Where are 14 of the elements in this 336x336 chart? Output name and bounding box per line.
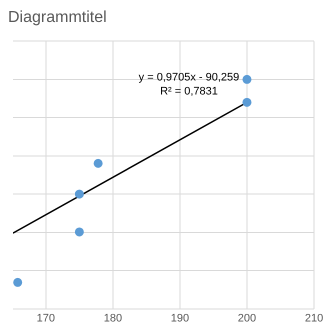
x-tick-label: 200 xyxy=(238,312,256,324)
x-tick-label: 210 xyxy=(304,312,324,324)
point xyxy=(94,158,103,168)
x-tick-label: 190 xyxy=(170,312,190,324)
point xyxy=(74,190,84,199)
point xyxy=(13,278,22,287)
point xyxy=(74,227,84,236)
point xyxy=(242,98,252,107)
annotation: R² = 0,7831 xyxy=(160,85,218,98)
annotation: y = 0,9705x - 90,259 xyxy=(138,71,240,84)
x-tick-label: 170 xyxy=(36,312,56,324)
chart-title: Diagrammtitel xyxy=(8,9,107,26)
point xyxy=(242,74,252,84)
x-tick-label: 180 xyxy=(104,312,122,324)
